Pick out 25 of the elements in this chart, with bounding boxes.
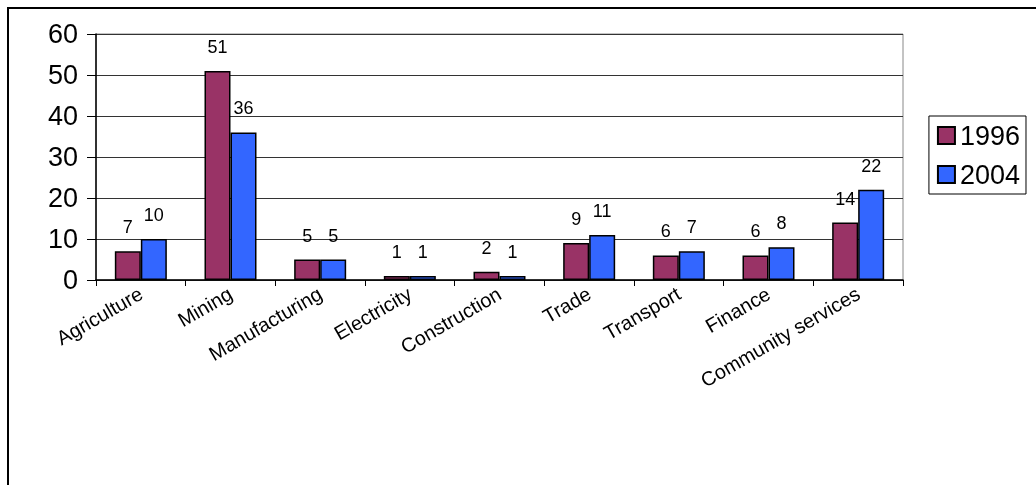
data-label: 8 — [776, 213, 787, 234]
data-label: 9 — [571, 209, 582, 230]
data-label: 36 — [233, 98, 254, 119]
y-tick-label: 60 — [47, 19, 78, 49]
data-label: 2 — [481, 237, 492, 258]
y-tick-label: 50 — [47, 60, 78, 90]
data-label: 7 — [686, 217, 697, 238]
y-tick-label: 10 — [47, 224, 78, 254]
legend-label: 2004 — [959, 159, 1021, 190]
data-label: 51 — [207, 36, 228, 57]
data-label: 1 — [507, 241, 518, 262]
data-label: 6 — [660, 221, 671, 242]
legend-label: 1996 — [959, 120, 1021, 151]
data-label: 1 — [391, 241, 402, 262]
data-label: 11 — [592, 200, 612, 221]
data-label: 1 — [417, 241, 428, 262]
data-label: 22 — [861, 155, 882, 176]
data-label: 10 — [143, 205, 164, 225]
y-tick-label: 20 — [47, 183, 78, 213]
data-label: 6 — [750, 221, 761, 242]
y-tick-label: 0 — [62, 265, 78, 295]
y-tick-label: 30 — [47, 142, 78, 172]
data-label: 7 — [122, 217, 133, 238]
x-tick-label: Trade — [539, 282, 595, 328]
y-tick-label: 40 — [47, 101, 78, 131]
